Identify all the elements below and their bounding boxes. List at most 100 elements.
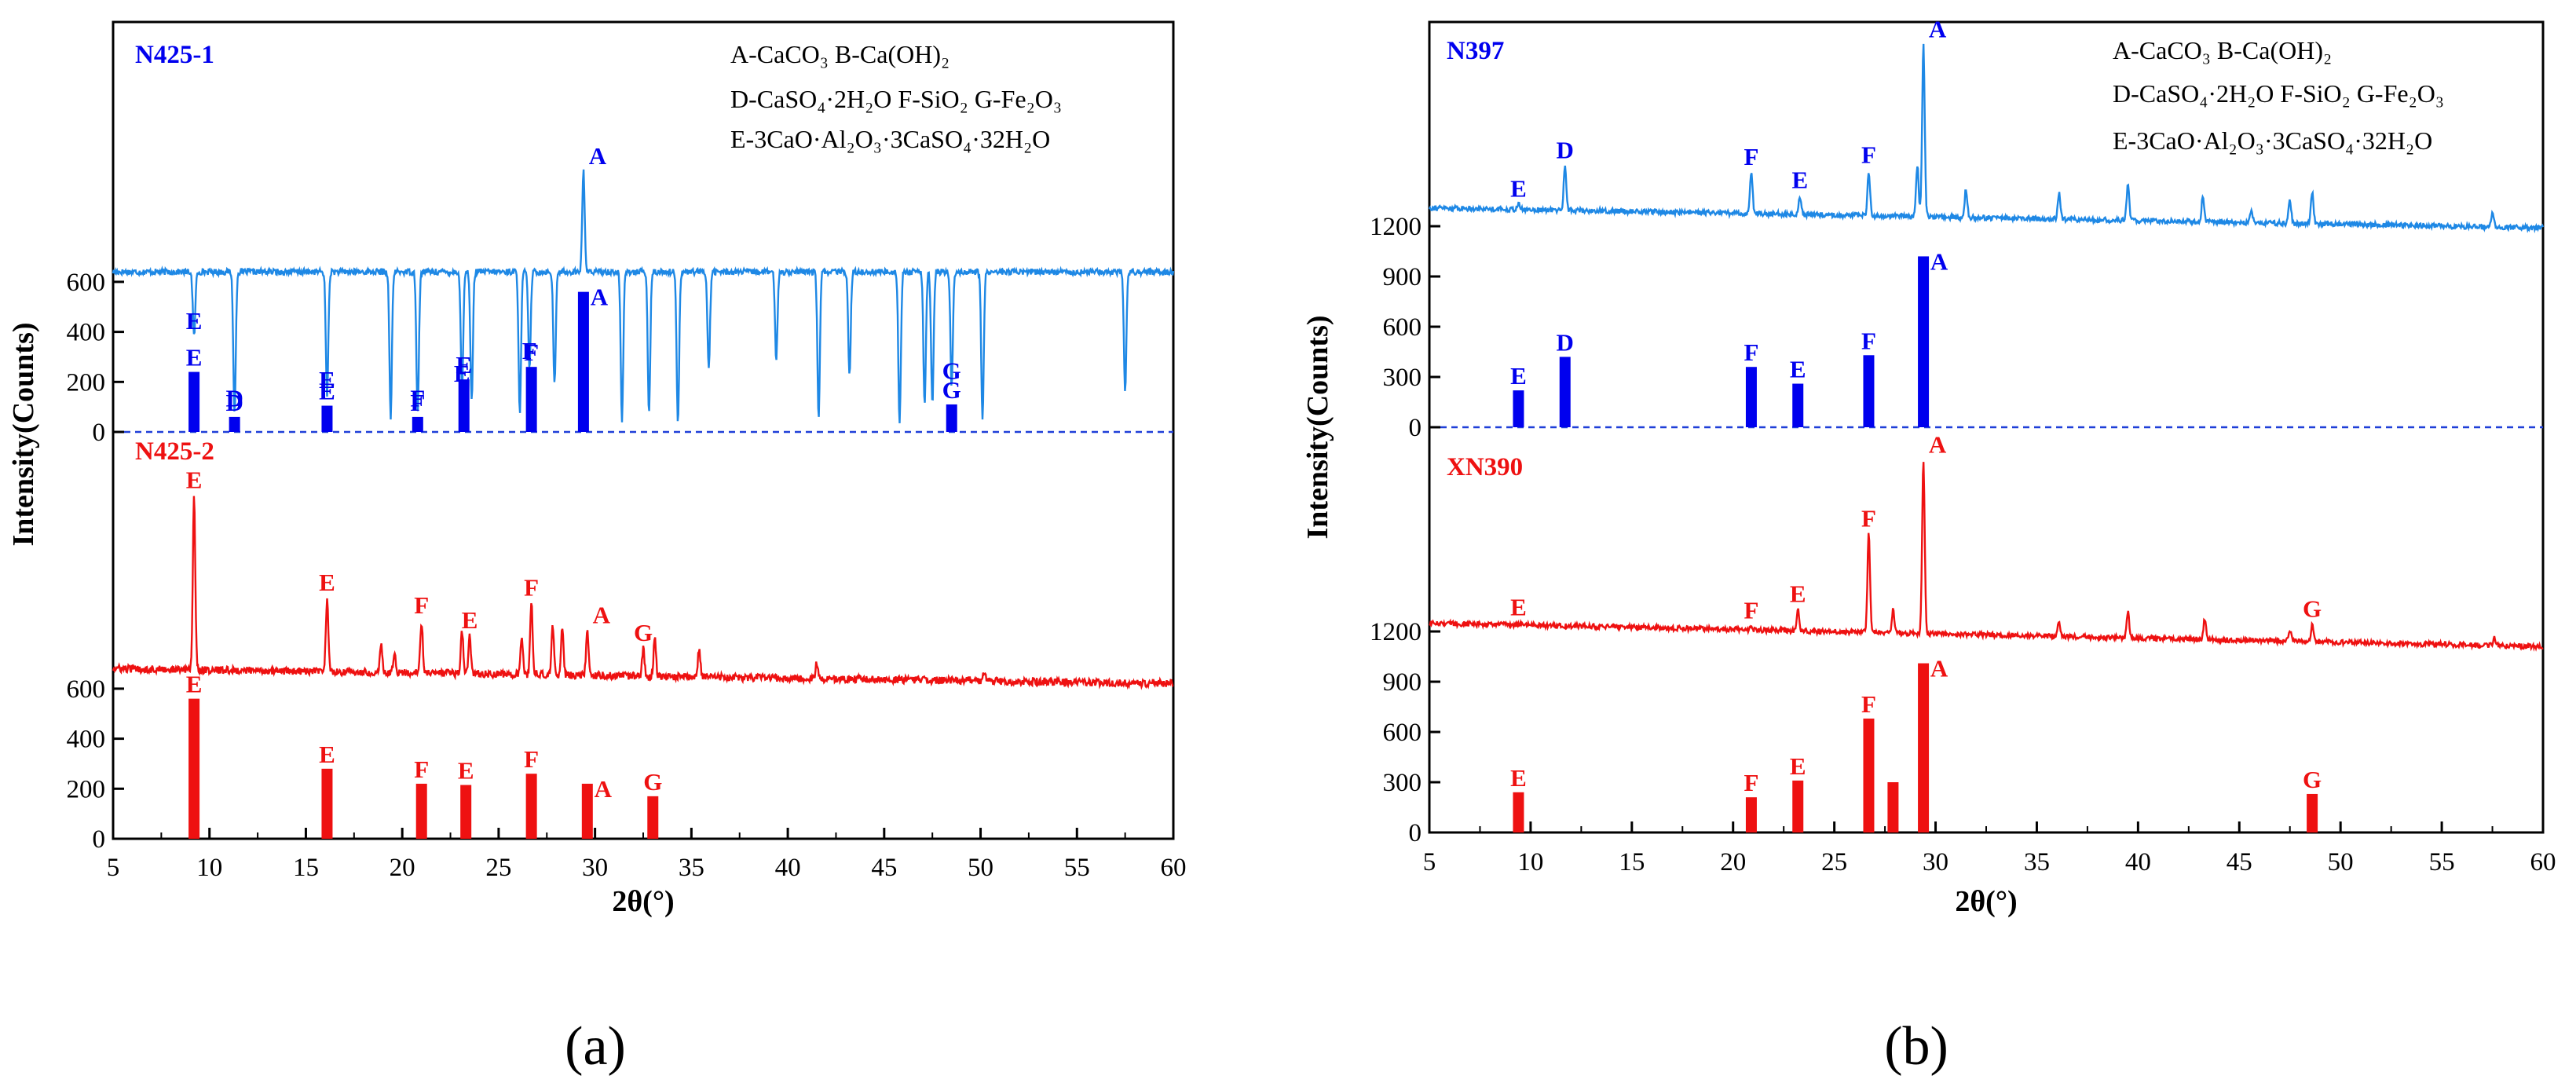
peak-label: E — [462, 606, 478, 634]
reference-bar-label: F — [410, 389, 425, 416]
reference-bar-label: G — [643, 768, 662, 796]
y-tick-label: 600 — [67, 269, 106, 297]
x-tick-label: 20 — [390, 854, 415, 882]
reference-bar-label: E — [456, 351, 472, 379]
reference-bar-label: E — [1510, 362, 1527, 390]
reference-bar — [525, 367, 537, 432]
x-tick-label: 55 — [1064, 854, 1090, 882]
reference-bar-label: F — [524, 745, 539, 773]
reference-bar-label: E — [1790, 752, 1806, 780]
y-axis-label: Intensity(Counts) — [7, 322, 40, 546]
reference-bar — [1745, 367, 1757, 427]
reference-bar-label: E — [186, 671, 203, 698]
reference-bar — [2307, 793, 2318, 832]
reference-bar — [1792, 780, 1804, 832]
reference-bar — [229, 416, 240, 432]
reference-bar — [458, 379, 470, 432]
reference-bar-label: E — [1790, 356, 1806, 383]
peak-label: A — [593, 602, 611, 629]
reference-bar-label: D — [225, 389, 243, 416]
sample-name-upper: N425-1 — [135, 41, 214, 69]
x-tick-label: 10 — [196, 854, 222, 882]
reference-bar-label: A — [1930, 247, 1948, 275]
reference-bar — [1559, 357, 1571, 427]
x-tick-label: 5 — [1423, 848, 1436, 876]
peak-label: F — [1744, 143, 1758, 170]
y-tick-label: 600 — [1383, 719, 1422, 747]
x-tick-label: 40 — [775, 854, 801, 882]
y-axis-label: Intensity(Counts) — [1301, 315, 1334, 539]
y-tick-label: 900 — [1383, 668, 1422, 697]
peak-label: E — [1791, 166, 1808, 194]
reference-bar-label: E — [1510, 764, 1527, 792]
peak-label: F — [1861, 141, 1876, 169]
reference-bar — [188, 698, 200, 839]
peak-label: F — [414, 591, 429, 619]
reference-bar — [1792, 383, 1804, 427]
reference-bar — [1887, 782, 1899, 832]
peak-label: A — [1929, 16, 1947, 43]
y-tick-label: 0 — [93, 825, 106, 854]
reference-bar-label: G — [942, 376, 961, 404]
reference-bar — [1513, 792, 1524, 832]
reference-bar-label: A — [591, 284, 609, 311]
x-tick-label: 55 — [2429, 848, 2455, 876]
reference-bar-label: F — [414, 756, 429, 783]
reference-bar-label: G — [2303, 766, 2322, 793]
reference-bar — [1918, 256, 1930, 427]
reference-bar-label: F — [1861, 690, 1876, 718]
reference-bar — [581, 783, 593, 839]
y-tick-label: 600 — [67, 675, 106, 704]
y-tick-label: 300 — [1383, 364, 1422, 392]
x-tick-label: 45 — [2227, 848, 2252, 876]
reference-bar-label: E — [319, 741, 335, 768]
y-tick-label: 300 — [1383, 769, 1422, 797]
y-tick-label: 200 — [67, 775, 106, 803]
peak-label: D — [225, 385, 243, 412]
y-tick-label: 1200 — [1370, 213, 1422, 241]
peak-label: D — [1557, 136, 1574, 163]
y-tick-label: 400 — [67, 726, 106, 754]
x-tick-label: 60 — [2530, 848, 2556, 876]
peak-label: E — [1510, 593, 1527, 620]
y-tick-label: 0 — [1409, 819, 1422, 847]
panel-a: 5 10 15 20 25 30 35 40 45 50 55 6002004006000200400… — [7, 20, 1187, 918]
reference-bar-label: E — [319, 378, 335, 405]
legend-line: A-CaCO₃ B-Ca(OH)₂ — [2113, 36, 2332, 64]
reference-bar-label: F — [524, 338, 539, 366]
reference-bar — [1863, 355, 1875, 427]
peak-label: F — [1861, 504, 1876, 532]
reference-bar-label: F — [1861, 327, 1876, 354]
sample-name-upper: N397 — [1447, 37, 1504, 65]
reference-bar — [1918, 663, 1930, 832]
y-tick-label: 400 — [67, 319, 106, 347]
xrd-pattern-lower — [1429, 462, 2544, 652]
reference-bar-label: A — [1930, 655, 1948, 682]
peak-label: G — [942, 357, 961, 385]
peak-label: E — [186, 466, 203, 494]
xrd-pattern-lower — [112, 496, 1174, 690]
legend-line: E-3CaO·Al₂O₃·3CaSO₄·32H₂O — [2113, 126, 2432, 155]
reference-bar — [321, 768, 333, 839]
reference-bar — [412, 416, 423, 432]
peak-label: E — [1790, 580, 1806, 607]
reference-bar — [1863, 718, 1875, 832]
peak-label: E — [186, 307, 203, 335]
reference-bar-label: F — [1744, 769, 1758, 796]
y-tick-label: 1200 — [1370, 618, 1422, 646]
y-tick-label: 900 — [1383, 263, 1422, 291]
sample-name-lower: XN390 — [1447, 453, 1523, 481]
reference-bar-label: F — [1744, 338, 1758, 366]
reference-bar — [525, 774, 537, 839]
x-tick-label: 15 — [293, 854, 319, 882]
legend-line: D-CaSO₄·2H₂O F-SiO₂ G-Fe₂O₃ — [2113, 79, 2444, 108]
peak-label: G — [2303, 595, 2322, 623]
y-tick-label: 0 — [1409, 414, 1422, 442]
x-tick-label: 35 — [2024, 848, 2050, 876]
x-tick-label: 45 — [871, 854, 897, 882]
peak-label: A — [1929, 430, 1947, 458]
reference-bar — [321, 405, 333, 432]
peak-label: F — [522, 337, 537, 364]
panel-b: 5 10 15 20 25 30 35 40 45 50 55 6003006009001200030… — [1301, 16, 2556, 918]
